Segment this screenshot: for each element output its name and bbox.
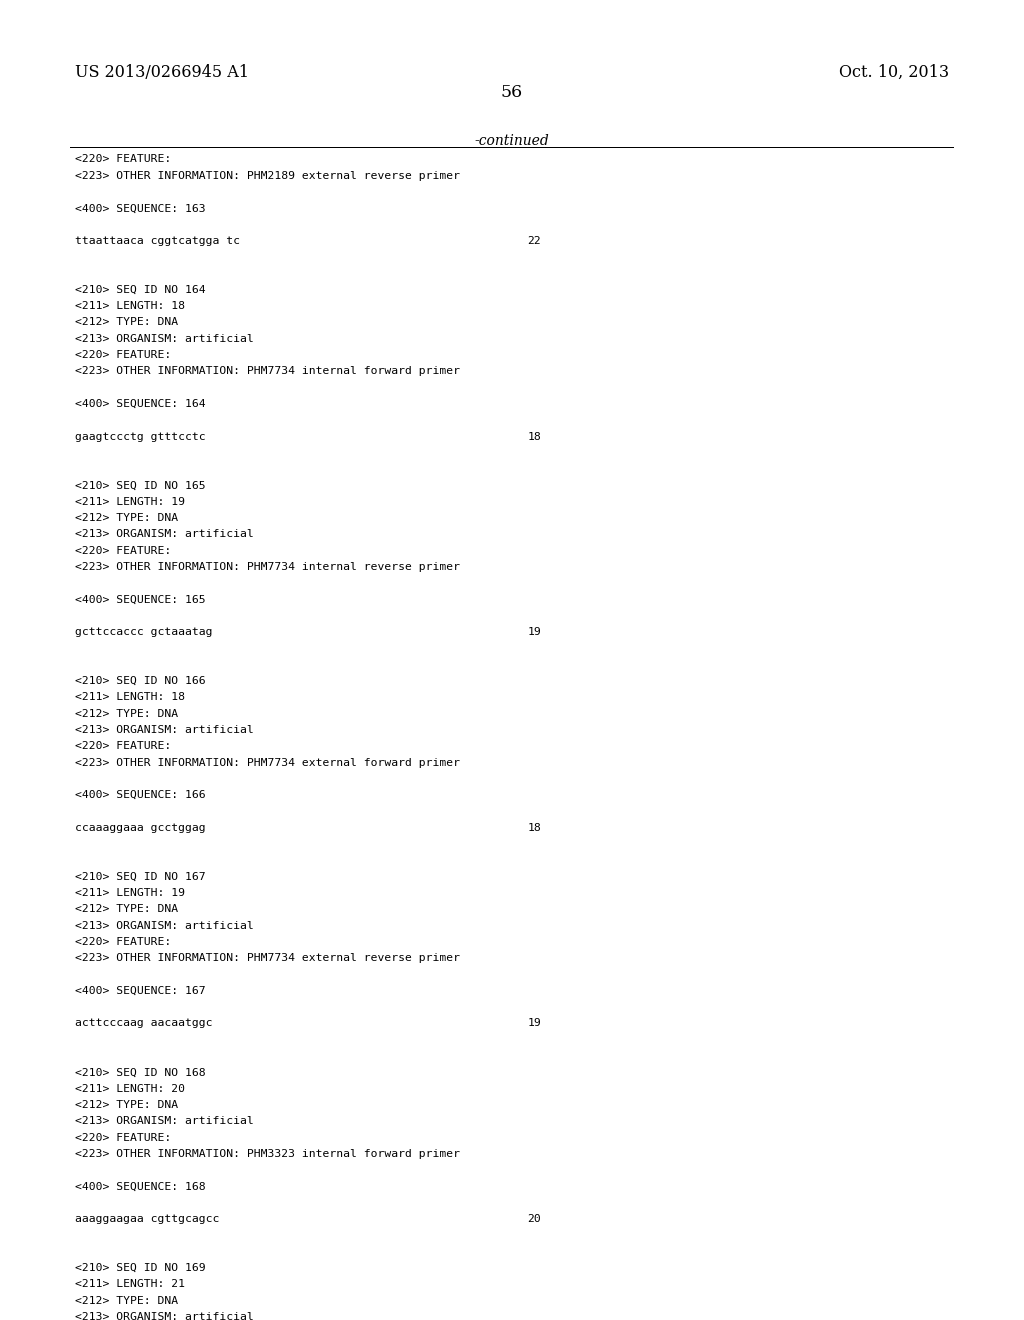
Text: 19: 19 — [527, 1019, 541, 1028]
Text: 19: 19 — [527, 627, 541, 638]
Text: <211> LENGTH: 19: <211> LENGTH: 19 — [75, 496, 184, 507]
Text: <213> ORGANISM: artificial: <213> ORGANISM: artificial — [75, 334, 254, 343]
Text: gcttccaccc gctaaatag: gcttccaccc gctaaatag — [75, 627, 212, 638]
Text: 18: 18 — [527, 822, 541, 833]
Text: <211> LENGTH: 18: <211> LENGTH: 18 — [75, 301, 184, 312]
Text: <400> SEQUENCE: 167: <400> SEQUENCE: 167 — [75, 986, 206, 995]
Text: <212> TYPE: DNA: <212> TYPE: DNA — [75, 1295, 178, 1305]
Text: <400> SEQUENCE: 168: <400> SEQUENCE: 168 — [75, 1181, 206, 1192]
Text: <220> FEATURE:: <220> FEATURE: — [75, 350, 171, 360]
Text: <210> SEQ ID NO 166: <210> SEQ ID NO 166 — [75, 676, 206, 686]
Text: <210> SEQ ID NO 168: <210> SEQ ID NO 168 — [75, 1068, 206, 1077]
Text: <212> TYPE: DNA: <212> TYPE: DNA — [75, 904, 178, 915]
Text: aaaggaagaa cgttgcagcc: aaaggaagaa cgttgcagcc — [75, 1214, 219, 1224]
Text: <220> FEATURE:: <220> FEATURE: — [75, 154, 171, 165]
Text: <220> FEATURE:: <220> FEATURE: — [75, 545, 171, 556]
Text: <400> SEQUENCE: 163: <400> SEQUENCE: 163 — [75, 203, 206, 214]
Text: <211> LENGTH: 18: <211> LENGTH: 18 — [75, 693, 184, 702]
Text: <220> FEATURE:: <220> FEATURE: — [75, 937, 171, 946]
Text: ttaattaaca cggtcatgga tc: ttaattaaca cggtcatgga tc — [75, 236, 240, 246]
Text: US 2013/0266945 A1: US 2013/0266945 A1 — [75, 63, 249, 81]
Text: <223> OTHER INFORMATION: PHM7734 internal reverse primer: <223> OTHER INFORMATION: PHM7734 interna… — [75, 562, 460, 572]
Text: <220> FEATURE:: <220> FEATURE: — [75, 1133, 171, 1143]
Text: <213> ORGANISM: artificial: <213> ORGANISM: artificial — [75, 1312, 254, 1320]
Text: 56: 56 — [501, 84, 523, 100]
Text: <210> SEQ ID NO 165: <210> SEQ ID NO 165 — [75, 480, 206, 491]
Text: 20: 20 — [527, 1214, 541, 1224]
Text: <213> ORGANISM: artificial: <213> ORGANISM: artificial — [75, 920, 254, 931]
Text: <210> SEQ ID NO 167: <210> SEQ ID NO 167 — [75, 871, 206, 882]
Text: <223> OTHER INFORMATION: PHM2189 external reverse primer: <223> OTHER INFORMATION: PHM2189 externa… — [75, 170, 460, 181]
Text: <212> TYPE: DNA: <212> TYPE: DNA — [75, 317, 178, 327]
Text: <211> LENGTH: 20: <211> LENGTH: 20 — [75, 1084, 184, 1094]
Text: <223> OTHER INFORMATION: PHM3323 internal forward primer: <223> OTHER INFORMATION: PHM3323 interna… — [75, 1148, 460, 1159]
Text: <212> TYPE: DNA: <212> TYPE: DNA — [75, 513, 178, 523]
Text: <211> LENGTH: 21: <211> LENGTH: 21 — [75, 1279, 184, 1290]
Text: -continued: -continued — [475, 135, 549, 148]
Text: <223> OTHER INFORMATION: PHM7734 internal forward primer: <223> OTHER INFORMATION: PHM7734 interna… — [75, 367, 460, 376]
Text: <211> LENGTH: 19: <211> LENGTH: 19 — [75, 888, 184, 898]
Text: <210> SEQ ID NO 164: <210> SEQ ID NO 164 — [75, 285, 206, 294]
Text: 22: 22 — [527, 236, 541, 246]
Text: <210> SEQ ID NO 169: <210> SEQ ID NO 169 — [75, 1263, 206, 1272]
Text: <220> FEATURE:: <220> FEATURE: — [75, 742, 171, 751]
Text: <213> ORGANISM: artificial: <213> ORGANISM: artificial — [75, 529, 254, 540]
Text: 18: 18 — [527, 432, 541, 442]
Text: Oct. 10, 2013: Oct. 10, 2013 — [839, 63, 949, 81]
Text: ccaaaggaaa gcctggag: ccaaaggaaa gcctggag — [75, 822, 206, 833]
Text: <213> ORGANISM: artificial: <213> ORGANISM: artificial — [75, 1117, 254, 1126]
Text: <400> SEQUENCE: 165: <400> SEQUENCE: 165 — [75, 594, 206, 605]
Text: <223> OTHER INFORMATION: PHM7734 external forward primer: <223> OTHER INFORMATION: PHM7734 externa… — [75, 758, 460, 768]
Text: <223> OTHER INFORMATION: PHM7734 external reverse primer: <223> OTHER INFORMATION: PHM7734 externa… — [75, 953, 460, 964]
Text: gaagtccctg gtttcctc: gaagtccctg gtttcctc — [75, 432, 206, 442]
Text: acttcccaag aacaatggc: acttcccaag aacaatggc — [75, 1019, 212, 1028]
Text: <212> TYPE: DNA: <212> TYPE: DNA — [75, 709, 178, 718]
Text: <400> SEQUENCE: 164: <400> SEQUENCE: 164 — [75, 399, 206, 409]
Text: <213> ORGANISM: artificial: <213> ORGANISM: artificial — [75, 725, 254, 735]
Text: <400> SEQUENCE: 166: <400> SEQUENCE: 166 — [75, 791, 206, 800]
Text: <212> TYPE: DNA: <212> TYPE: DNA — [75, 1100, 178, 1110]
